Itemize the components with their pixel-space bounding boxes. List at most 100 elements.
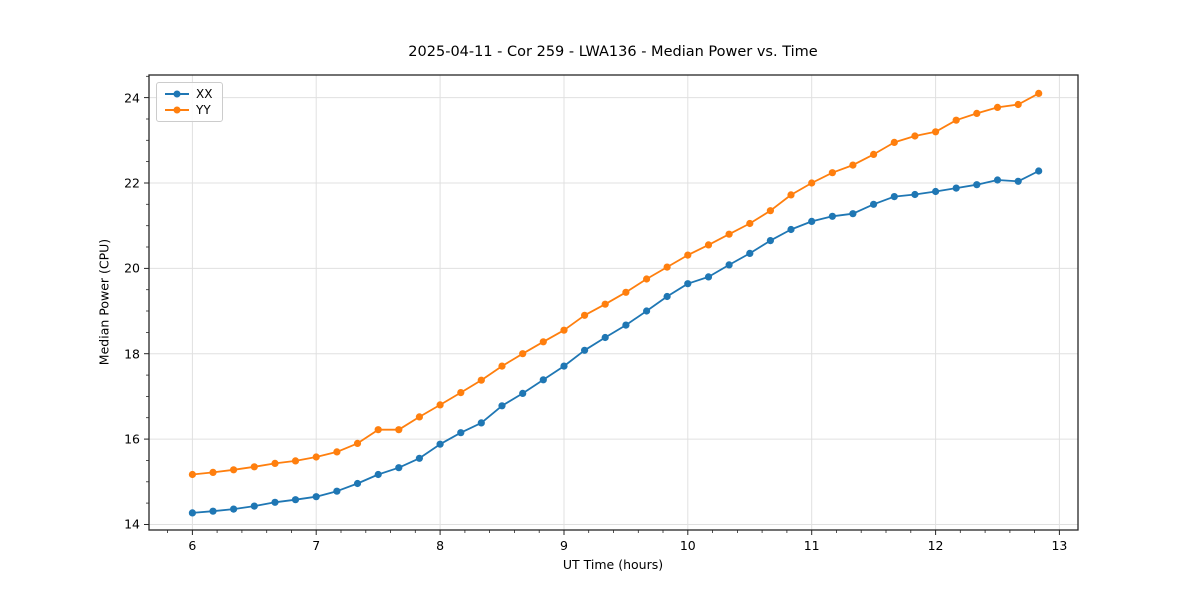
series-yy-point xyxy=(601,300,609,308)
series-xx-point xyxy=(704,273,713,281)
x-tick-label: 10 xyxy=(679,538,696,553)
series-xx-point xyxy=(291,496,300,504)
series-xx-point xyxy=(333,487,341,495)
series-yy-point xyxy=(250,463,258,471)
series-yy-marker-icon xyxy=(165,105,189,115)
series-xx-point xyxy=(746,249,754,257)
series-xx-point xyxy=(952,184,960,192)
series-yy-point xyxy=(787,191,795,199)
series-xx-point xyxy=(560,362,568,370)
series-yy-point xyxy=(477,376,485,384)
series-xx-point xyxy=(374,470,382,479)
x-tick-label: 7 xyxy=(312,538,321,553)
series-xx-point xyxy=(849,210,857,218)
series-yy-point xyxy=(973,109,981,117)
series-yy-point xyxy=(209,468,217,476)
series-xx-point xyxy=(828,212,837,220)
series-yy-point xyxy=(911,132,919,140)
series-yy-point xyxy=(353,439,362,447)
series-yy-point xyxy=(374,426,382,434)
legend: XX YY xyxy=(156,82,224,122)
series-xx-point xyxy=(787,225,795,234)
series-xx-point xyxy=(601,333,609,342)
series-yy-point xyxy=(828,169,837,177)
y-tick-label: 16 xyxy=(124,431,140,447)
legend-label-xx: XX xyxy=(196,87,213,101)
series-xx-point xyxy=(353,479,362,488)
x-tick-label: 9 xyxy=(559,538,568,553)
series-yy-point xyxy=(684,251,692,259)
series-xx-point xyxy=(684,280,692,288)
series-yy-point xyxy=(312,453,320,461)
y-tick-label: 20 xyxy=(124,260,140,276)
legend-label-yy: YY xyxy=(196,103,211,117)
series-xx-line xyxy=(191,170,1040,514)
series-yy-point xyxy=(993,103,1002,111)
series-yy-point xyxy=(849,161,857,169)
series-xx-point xyxy=(622,321,630,329)
legend-item-yy: YY xyxy=(165,104,212,116)
series-yy-point xyxy=(333,448,341,456)
series-yy-point xyxy=(766,207,775,215)
series-yy-point xyxy=(560,326,568,334)
series-xx-point xyxy=(477,419,485,427)
series-xx-point xyxy=(973,181,981,189)
series-yy-point xyxy=(291,457,300,465)
series-xx-marker-icon xyxy=(165,89,189,99)
series-yy-point xyxy=(415,413,423,421)
series-xx-point xyxy=(911,190,919,199)
y-tick-label: 18 xyxy=(124,346,140,362)
x-tick-label: 6 xyxy=(188,538,197,553)
series-yy-dot-sample xyxy=(173,106,181,114)
series-yy-point xyxy=(890,138,898,146)
figure-title: 2025-04-11 - Cor 259 - LWA136 - Median P… xyxy=(408,44,818,60)
series-xx-point xyxy=(457,429,465,437)
x-tick-label: 8 xyxy=(436,538,445,553)
plot-border xyxy=(148,74,1079,531)
x-tick-label: 12 xyxy=(927,538,944,553)
series-xx-point xyxy=(1014,177,1022,185)
series-xx-point xyxy=(581,346,589,354)
series-yy-point xyxy=(230,466,238,474)
series-xx-point xyxy=(188,509,196,517)
x-tick-label: 13 xyxy=(1051,538,1068,553)
series-yy-point xyxy=(581,311,589,319)
series-xx-point xyxy=(250,502,258,510)
series-xx-point xyxy=(808,217,816,225)
series-yy-point xyxy=(395,426,403,434)
y-tick-label: 22 xyxy=(124,175,140,191)
y-tick-label: 14 xyxy=(124,516,140,532)
series-xx-point xyxy=(932,187,940,196)
series-xx-point xyxy=(415,454,423,462)
series-xx-point xyxy=(993,176,1002,184)
series-yy-point xyxy=(457,389,465,397)
series-yy-point xyxy=(622,288,630,296)
series-yy-point xyxy=(808,179,816,187)
series-xx-point xyxy=(539,376,547,384)
x-axis-label: UT Time (hours) xyxy=(562,557,664,572)
series-xx-point xyxy=(395,464,403,472)
series-xx-point xyxy=(870,200,878,208)
series-xx-point xyxy=(312,493,320,501)
series-xx-point xyxy=(271,498,279,506)
x-tick-label: 11 xyxy=(803,538,820,553)
series-xx-point xyxy=(766,237,775,245)
series-yy-point xyxy=(498,362,506,370)
series-yy-point xyxy=(519,350,527,358)
series-yy-point xyxy=(188,470,196,479)
series-xx-point xyxy=(663,292,671,301)
series-xx-point xyxy=(643,307,651,315)
series-yy-point xyxy=(952,116,960,124)
legend-item-xx: XX xyxy=(165,88,212,100)
series-xx-point xyxy=(498,402,506,410)
series-yy-point xyxy=(436,401,444,409)
series-yy-point xyxy=(704,241,713,249)
series-yy-point xyxy=(663,263,671,271)
series-xx-point xyxy=(209,507,217,515)
series-xx-point xyxy=(436,440,444,448)
series-xx-point xyxy=(725,261,733,269)
series-yy-point xyxy=(643,275,651,283)
series-xx-point xyxy=(890,193,898,201)
